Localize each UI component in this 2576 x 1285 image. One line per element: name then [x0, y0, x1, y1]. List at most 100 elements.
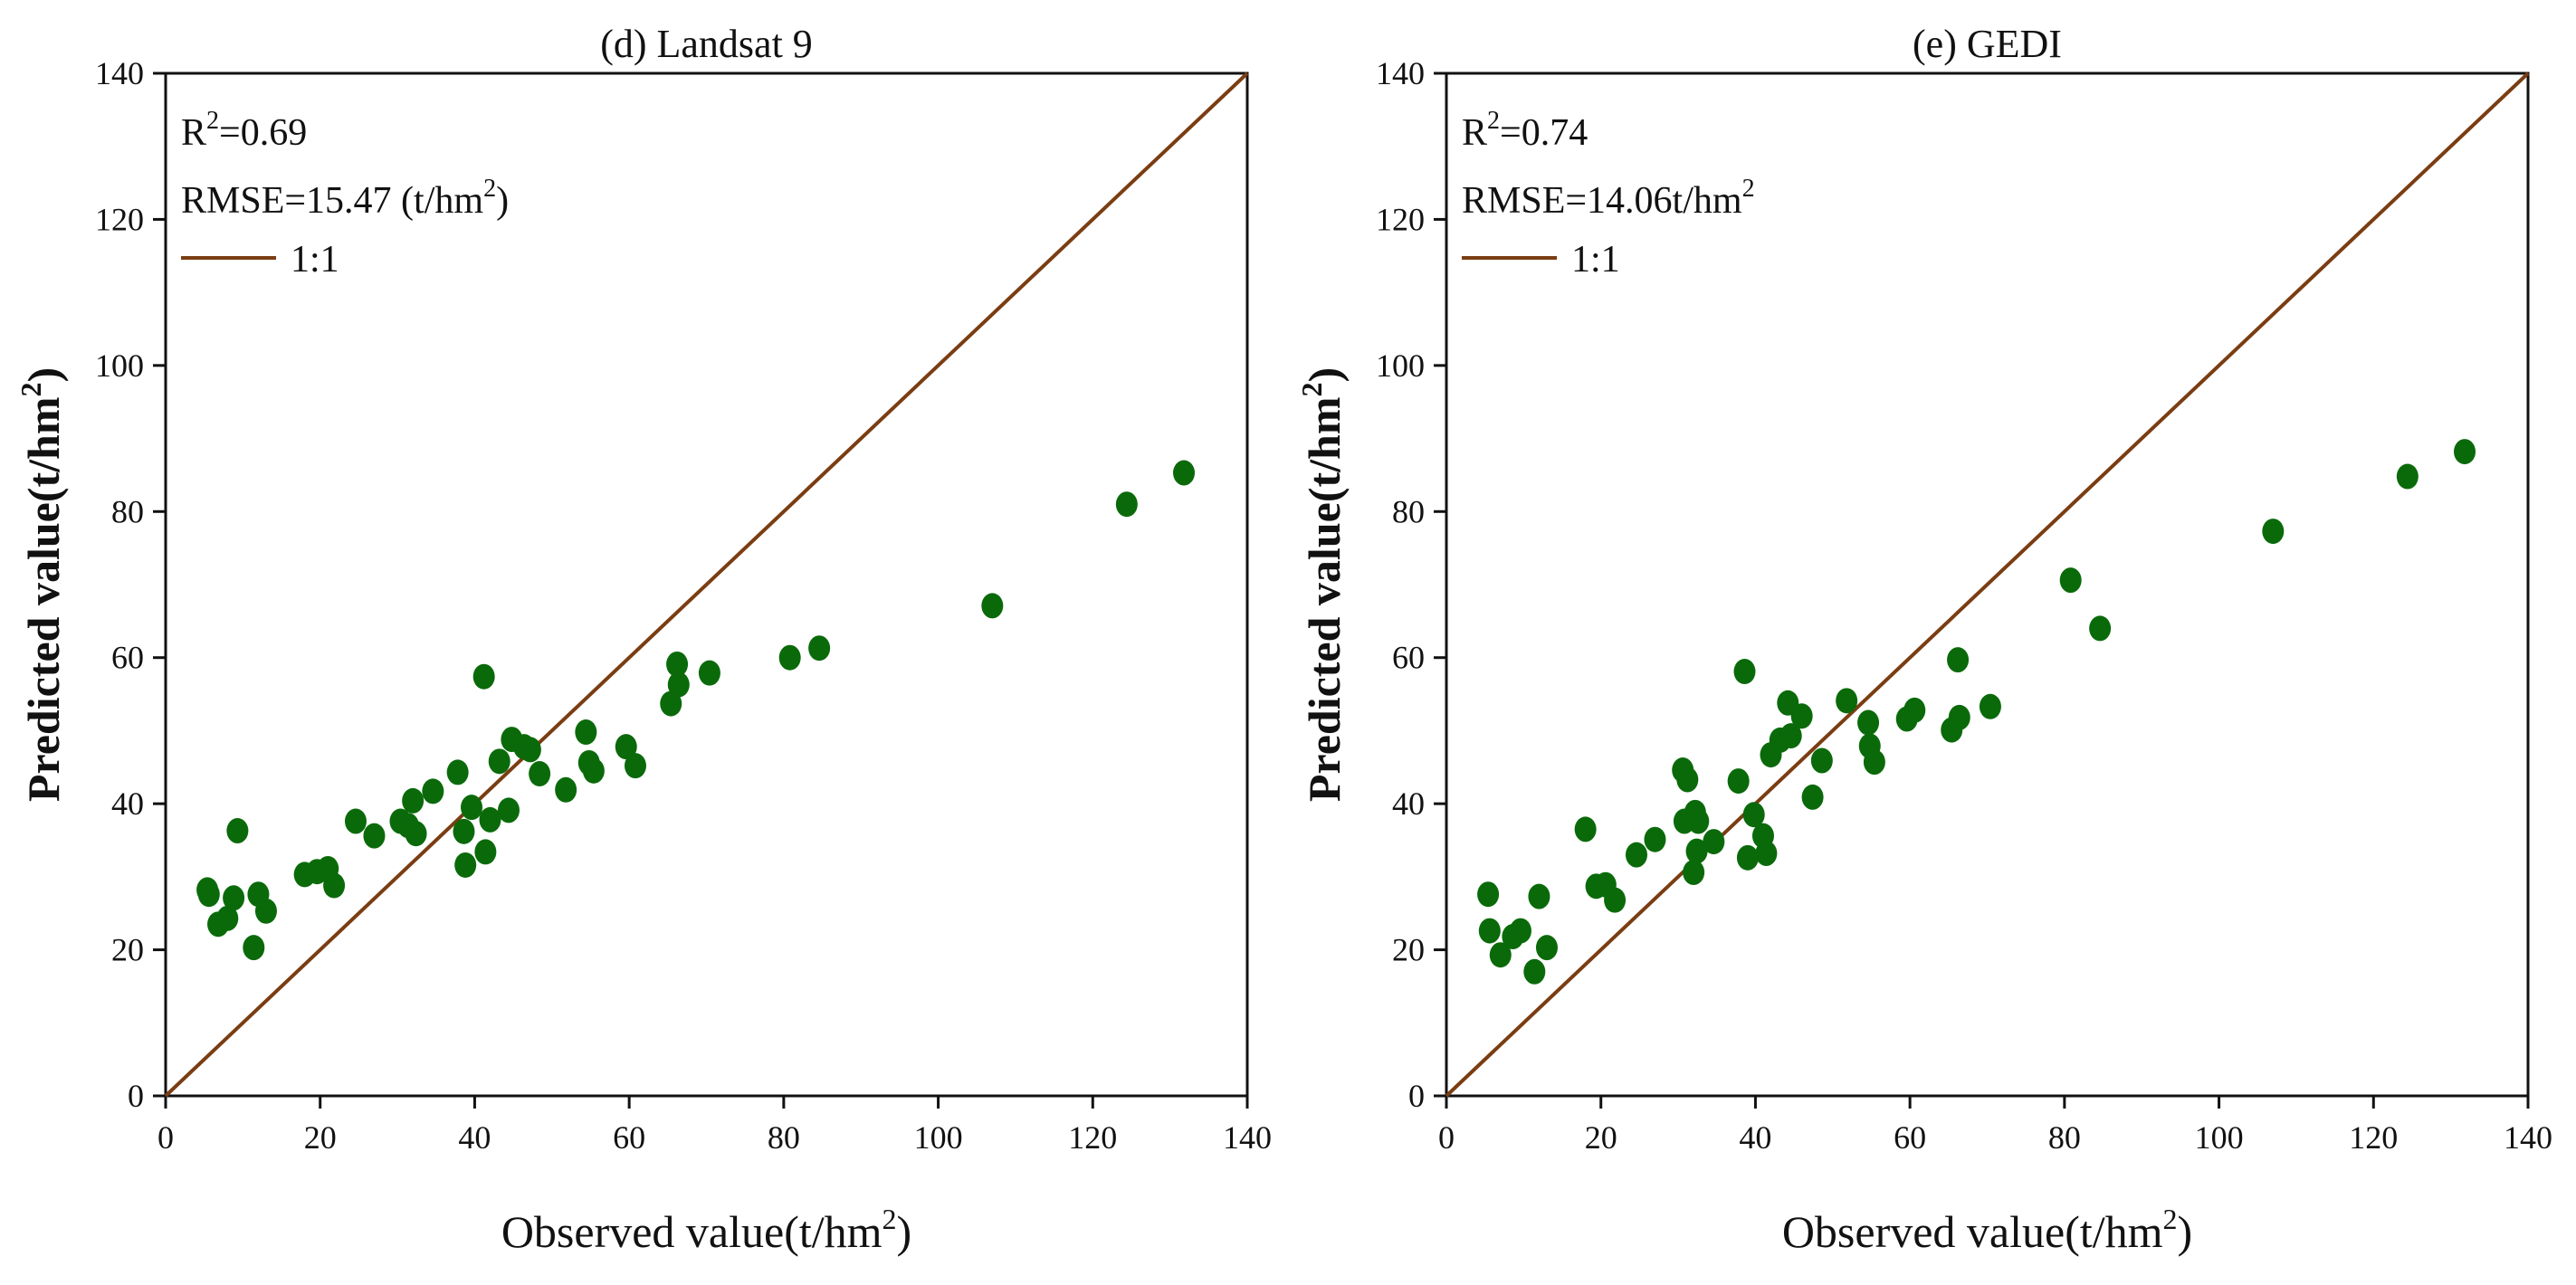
data-point — [1742, 802, 1765, 828]
scatter-panel-gedi: (e) GEDI 0 20 40 60 80 100 120 140 0 20 40 60 80 100 12… — [1295, 22, 2552, 1257]
y-tick-label: 80 — [111, 493, 144, 529]
data-point — [488, 748, 510, 775]
y-tick-label: 20 — [111, 932, 144, 968]
data-point — [472, 663, 495, 690]
data-point — [1523, 958, 1546, 985]
data-point — [667, 671, 690, 698]
x-tick-label: 40 — [1739, 1119, 1771, 1156]
x-tick-label: 20 — [1585, 1119, 1617, 1156]
data-point — [555, 776, 577, 803]
data-point — [1477, 881, 1500, 908]
y-axis-label-superscript: 2 — [1295, 383, 1328, 397]
data-point — [461, 795, 483, 821]
data-point — [698, 660, 720, 686]
data-point — [323, 872, 346, 899]
data-point — [582, 757, 605, 784]
data-point — [453, 818, 475, 844]
data-point — [1947, 647, 1970, 673]
rmse-superscript: 2 — [483, 175, 496, 203]
y-tick-label: 140 — [95, 55, 144, 91]
data-point — [1685, 838, 1708, 864]
data-point — [474, 839, 497, 865]
r2-prefix: R — [1462, 112, 1487, 154]
y-tick-label: 80 — [1392, 493, 1425, 529]
rmse-tail: ) — [496, 180, 509, 222]
data-point — [216, 905, 239, 931]
data-point — [446, 759, 469, 785]
data-point — [1903, 697, 1926, 723]
chart-title: (d) Landsat 9 — [600, 22, 813, 66]
x-tick-label: 60 — [613, 1119, 645, 1156]
data-point — [226, 818, 249, 844]
x-tick-label: 80 — [768, 1119, 800, 1156]
y-tick-label: 120 — [95, 201, 144, 237]
data-point — [1727, 768, 1750, 795]
rmse-annotation: RMSE=14.06t/hm2 — [1462, 175, 1755, 222]
data-point — [1836, 688, 1858, 714]
data-point — [2262, 519, 2285, 545]
y-tick-label: 100 — [1376, 347, 1425, 384]
y-axis-label-close: ) — [18, 367, 69, 383]
x-tick-label: 60 — [1894, 1119, 1926, 1156]
data-point — [981, 593, 1004, 619]
data-point — [1801, 784, 1824, 810]
y-tick-label: 0 — [128, 1078, 144, 1114]
data-point — [666, 651, 689, 677]
x-tick-label: 140 — [2504, 1119, 2552, 1156]
x-tick-label: 0 — [1438, 1119, 1455, 1156]
data-point — [660, 690, 682, 717]
data-point — [1790, 703, 1813, 729]
y-tick-label: 60 — [1392, 640, 1425, 676]
data-point — [615, 734, 637, 760]
plot-frame — [1445, 71, 2530, 1098]
data-point — [1683, 860, 1705, 886]
x-tick-label: 100 — [2195, 1119, 2244, 1156]
y-axis-label-text: Predicted value(t/hm — [1299, 397, 1350, 803]
data-point — [2059, 567, 2082, 594]
y-axis-label-close: ) — [1299, 367, 1350, 383]
x-tick-label: 80 — [2048, 1119, 2081, 1156]
data-point — [1779, 723, 1802, 749]
data-point — [1857, 709, 1880, 736]
y-tick-label: 20 — [1392, 932, 1425, 968]
data-point — [1489, 942, 1512, 968]
data-point — [529, 761, 551, 787]
data-point — [2454, 439, 2476, 465]
legend-label: 1:1 — [1571, 239, 1620, 281]
r2-superscript: 2 — [206, 107, 219, 135]
data-point — [1979, 693, 2001, 719]
x-axis-label-close: ) — [2178, 1206, 2193, 1257]
data-point — [254, 898, 277, 924]
scatter-panel-landsat: (d) Landsat 9 0 20 40 60 80 100 120 140 0 20 40 60 80… — [14, 22, 1272, 1257]
rmse-annotation: RMSE=15.47 (t/hm2) — [181, 175, 509, 222]
data-point — [1625, 842, 1647, 868]
data-point — [454, 852, 477, 878]
x-tick-label: 120 — [1068, 1119, 1117, 1156]
rmse-text: RMSE=15.47 (t/hm — [181, 180, 483, 222]
data-point — [519, 737, 541, 763]
r2-annotation: R2=0.74 — [1462, 107, 1588, 154]
y-tick-label: 140 — [1376, 55, 1425, 91]
x-axis-label-superscript: 2 — [883, 1203, 897, 1235]
chart-title: (e) GEDI — [1913, 22, 2062, 66]
data-point — [1644, 826, 1666, 852]
rmse-text: RMSE=14.06t/hm — [1462, 180, 1742, 222]
x-tick-label: 120 — [2349, 1119, 2398, 1156]
data-point — [1733, 659, 1756, 685]
data-point — [1676, 766, 1699, 793]
r2-annotation: R2=0.69 — [181, 107, 307, 154]
r2-superscript: 2 — [1487, 107, 1500, 135]
legend-label: 1:1 — [291, 239, 339, 281]
rmse-superscript: 2 — [1742, 175, 1755, 203]
data-point — [243, 935, 265, 961]
y-axis-label: Predicted value(t/hm2) — [14, 367, 69, 802]
r2-prefix: R — [181, 112, 206, 154]
data-point — [1115, 491, 1138, 518]
data-point — [1173, 460, 1196, 486]
data-point — [344, 808, 367, 834]
x-axis-label-close: ) — [897, 1206, 912, 1257]
data-point — [197, 881, 220, 908]
data-point — [575, 719, 597, 746]
y-tick-label: 60 — [111, 640, 144, 676]
